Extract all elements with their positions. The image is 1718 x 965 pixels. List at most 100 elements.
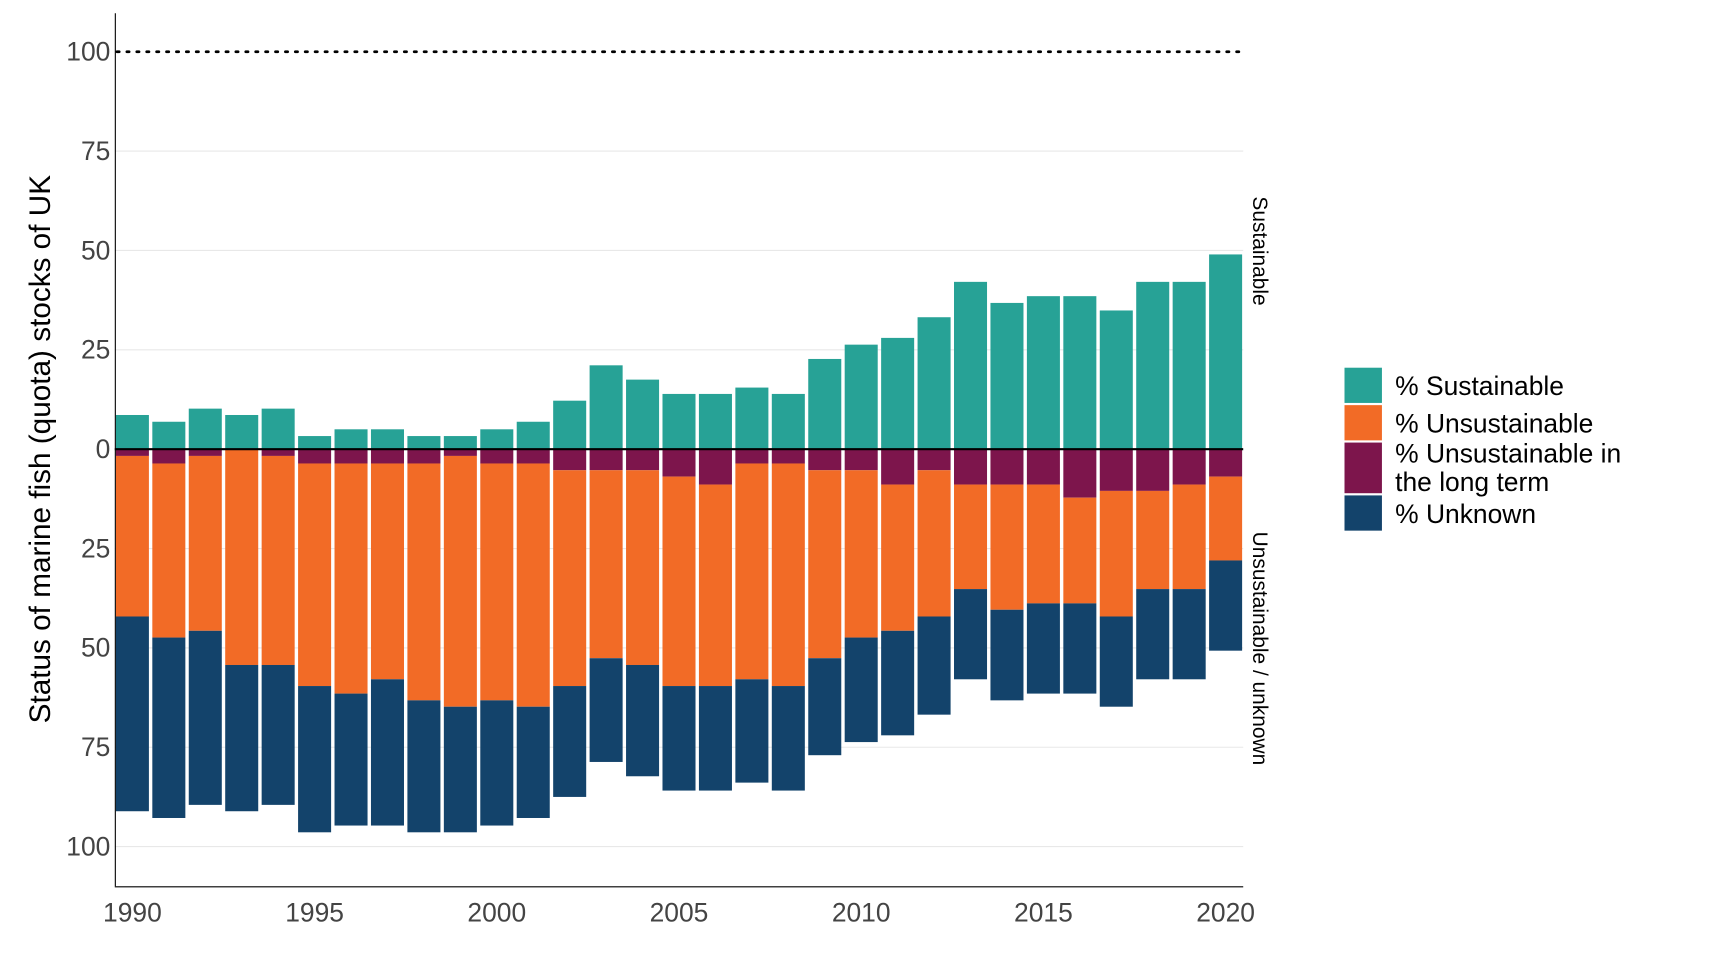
bar-unsustainable: [917, 470, 951, 617]
bar-unknown: [516, 706, 550, 818]
bar-unknown: [662, 686, 696, 791]
bar-unsustainable-long-term: [115, 449, 149, 456]
bar-unknown: [1136, 589, 1170, 680]
bar-unsustainable: [370, 463, 404, 680]
legend-label: % Sustainable: [1395, 371, 1564, 401]
bar-unknown: [225, 664, 259, 812]
bar-unknown: [1209, 560, 1243, 651]
y-tick-label: 100: [66, 37, 110, 67]
bar-unsustainable-long-term: [516, 449, 550, 464]
bar-unknown: [1172, 589, 1206, 680]
legend-label-line2: the long term: [1395, 467, 1549, 497]
bar-unsustainable-long-term: [370, 449, 404, 464]
bar-unsustainable-long-term: [152, 449, 186, 464]
bar-unsustainable: [589, 470, 623, 659]
bar-unsustainable: [662, 476, 696, 687]
bar-sustainable: [1172, 281, 1206, 450]
bar-unsustainable-long-term: [407, 449, 441, 464]
y-tick-labels: 0 25 50 75 100 25 50 75 100: [66, 37, 110, 862]
bar-unsustainable: [225, 449, 259, 665]
bar-sustainable: [188, 408, 222, 450]
bar-unknown: [553, 686, 587, 797]
bar-sustainable: [990, 302, 1024, 450]
x-tick-label: 2010: [832, 897, 891, 927]
bar-unsustainable-long-term: [553, 449, 587, 471]
bar-unsustainable: [1209, 476, 1243, 561]
bar-sustainable: [662, 393, 696, 450]
bar-unsustainable: [115, 455, 149, 617]
bar-sustainable: [553, 400, 587, 450]
bar-unsustainable: [954, 484, 988, 590]
bar-unsustainable: [1172, 484, 1206, 590]
bar-unsustainable: [844, 470, 878, 638]
bar-unknown: [480, 700, 514, 826]
x-tick-label: 1995: [285, 897, 344, 927]
x-tick-label: 2020: [1196, 897, 1255, 927]
bar-unknown: [589, 658, 623, 762]
bar-unsustainable-long-term: [1063, 449, 1097, 498]
bar-unsustainable-long-term: [735, 449, 769, 464]
bar-unsustainable-long-term: [188, 449, 222, 456]
bar-unsustainable: [443, 455, 477, 707]
bar-unsustainable-long-term: [1136, 449, 1170, 491]
bar-unsustainable-long-term: [990, 449, 1024, 485]
bar-unsustainable: [334, 463, 368, 694]
bar-unknown: [698, 686, 732, 791]
y-tick-label: 75: [81, 136, 110, 166]
bar-unsustainable: [261, 455, 295, 665]
y-tick-label: 100: [66, 831, 110, 861]
axes: [114, 13, 1245, 888]
legend-swatch: [1344, 495, 1382, 531]
legend-label: % Unsustainable in: [1395, 438, 1621, 468]
bar-unsustainable-long-term: [881, 449, 915, 485]
bar-sustainable: [480, 429, 514, 450]
legend-swatch: [1344, 442, 1382, 494]
bar-unknown: [735, 679, 769, 783]
bar-unknown: [990, 609, 1024, 701]
bar-unknown: [443, 706, 477, 833]
bar-unsustainable: [480, 463, 514, 701]
y-tick-label: 25: [81, 533, 110, 563]
bar-sustainable: [954, 281, 988, 450]
bar-unknown: [115, 616, 149, 812]
x-tick-label: 2000: [467, 897, 526, 927]
bar-unknown: [261, 664, 295, 805]
bar-sustainable: [881, 337, 915, 450]
bar-unsustainable: [626, 470, 660, 665]
facet-label-unsustainable-unknown: Unsustainable / unknown: [1248, 532, 1271, 766]
bar-unsustainable-long-term: [1209, 449, 1243, 477]
bar-unsustainable-long-term: [954, 449, 988, 485]
bar-unsustainable: [881, 484, 915, 631]
bar-unknown: [844, 637, 878, 743]
bar-unknown: [771, 686, 805, 791]
bar-unsustainable-long-term: [480, 449, 514, 464]
bar-unsustainable: [407, 463, 441, 701]
bar-sustainable: [1026, 296, 1060, 450]
bar-sustainable: [589, 365, 623, 450]
bar-unknown: [407, 700, 441, 833]
bar-unsustainable-long-term: [1099, 449, 1133, 491]
bar-unsustainable: [1063, 497, 1097, 604]
bar-sustainable: [115, 414, 149, 450]
bar-unsustainable-long-term: [698, 449, 732, 485]
bar-sustainable: [298, 436, 332, 450]
bar-unsustainable-long-term: [443, 449, 477, 456]
bar-unsustainable-long-term: [298, 449, 332, 464]
bar-unsustainable: [771, 463, 805, 687]
bar-unsustainable-long-term: [589, 449, 623, 471]
bar-unsustainable-long-term: [917, 449, 951, 471]
bar-sustainable: [225, 414, 259, 450]
bar-unsustainable-long-term: [808, 449, 842, 471]
bar-unsustainable-long-term: [1026, 449, 1060, 485]
bar-sustainable: [698, 393, 732, 450]
bar-unsustainable-long-term: [844, 449, 878, 471]
bar-sustainable: [370, 429, 404, 450]
bar-sustainable: [516, 421, 550, 450]
bar-sustainable: [771, 393, 805, 450]
bar-unsustainable: [298, 463, 332, 687]
bar-sustainable: [626, 379, 660, 450]
y-tick-label: 50: [81, 633, 110, 663]
bar-unsustainable: [735, 463, 769, 680]
bar-unsustainable: [188, 455, 222, 631]
